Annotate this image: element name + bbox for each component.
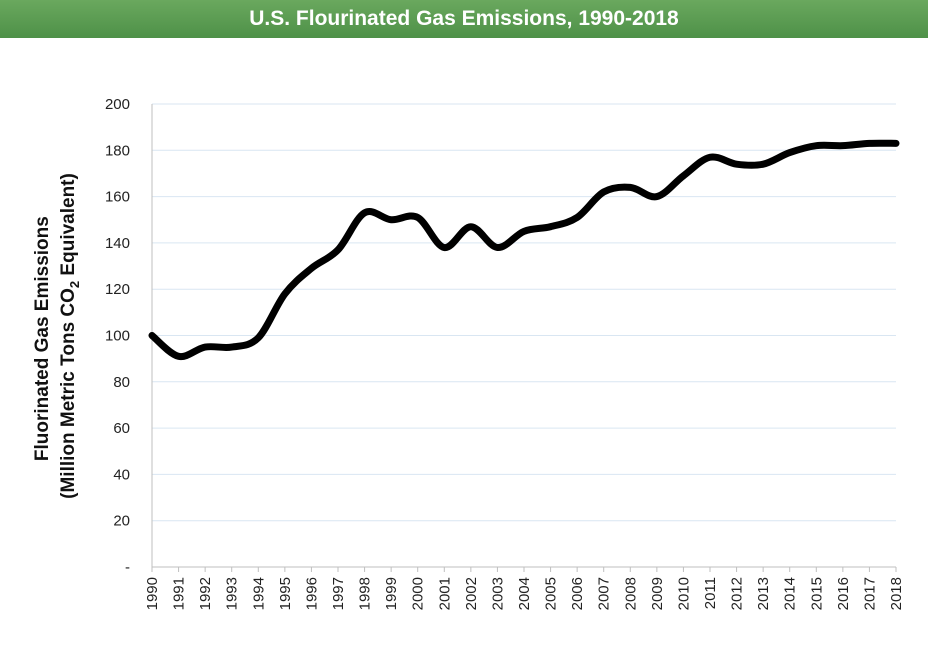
y-tick-label: 60 [113, 420, 130, 437]
x-tick-label: 2005 [543, 577, 560, 610]
x-tick-label: 2010 [675, 577, 692, 610]
y-tick-label: 100 [105, 328, 130, 345]
x-tick-label: 1998 [357, 577, 374, 610]
x-tick-label: 2007 [596, 577, 613, 610]
x-tick-label: 2011 [702, 577, 719, 609]
y-tick-label: 140 [105, 235, 130, 252]
chart-title: U.S. Flourinated Gas Emissions, 1990-201… [249, 7, 679, 30]
x-tick-label: 2001 [436, 577, 453, 610]
y-tick-label: 40 [113, 466, 130, 483]
data-points [151, 143, 897, 357]
y-tick-label: 20 [113, 513, 130, 530]
x-tick-label: 2018 [888, 577, 905, 610]
y-axis-ticks: - 20 40 60 80 100 120 140 160 180 200 [105, 96, 130, 576]
y-tick-label: 160 [105, 189, 130, 206]
x-axis-ticks: 1990 1991 1992 1993 1994 1995 1996 1997 1998 1999… [144, 567, 905, 610]
x-tick-label: 2015 [808, 577, 825, 610]
y-tick-label: 80 [113, 374, 130, 391]
y-tick-label: - [125, 559, 130, 576]
x-tick-label: 2000 [410, 577, 427, 610]
x-tick-label: 1993 [224, 577, 241, 610]
y-tick-label: 180 [105, 142, 130, 159]
y-axis-label-line1: Fluorinated Gas Emissions [32, 216, 53, 461]
gridlines [152, 103, 896, 522]
x-tick-label: 1990 [144, 577, 161, 610]
y-tick-label: 120 [105, 281, 130, 298]
y-axis-label-line2-pre: (Million Metric Tons CO [58, 288, 79, 499]
y-axis-label-line2-post: Equivalent) [58, 173, 79, 281]
y-axis-label: Fluorinated Gas Emissions (Million Metri… [32, 173, 82, 499]
series-line [148, 139, 900, 361]
x-tick-label: 1994 [250, 577, 267, 610]
x-tick-label: 2014 [782, 577, 799, 610]
x-tick-label: 1992 [197, 577, 214, 610]
x-tick-label: 2013 [755, 577, 772, 610]
x-tick-label: 2012 [729, 577, 746, 610]
x-tick-label: 2002 [463, 577, 480, 610]
y-tick-label: 200 [105, 96, 130, 113]
x-tick-label: 1996 [303, 577, 320, 610]
x-tick-label: 2006 [569, 577, 586, 610]
x-tick-label: 1991 [171, 577, 188, 610]
x-tick-label: 2003 [489, 577, 506, 610]
x-tick-label: 2016 [835, 577, 852, 610]
x-tick-label: 2004 [516, 577, 533, 610]
x-tick-label: 2008 [622, 577, 639, 610]
x-tick-label: 1999 [383, 577, 400, 610]
chart-title-bar: U.S. Flourinated Gas Emissions, 1990-201… [0, 0, 928, 38]
x-tick-label: 1995 [277, 577, 294, 610]
y-axis-label-line2: (Million Metric Tons CO2 Equivalent) [58, 173, 82, 499]
x-tick-label: 1997 [330, 577, 347, 610]
x-tick-label: 2009 [649, 577, 666, 610]
y-axis-label-subscript: 2 [67, 281, 82, 288]
x-tick-label: 2017 [861, 577, 878, 610]
